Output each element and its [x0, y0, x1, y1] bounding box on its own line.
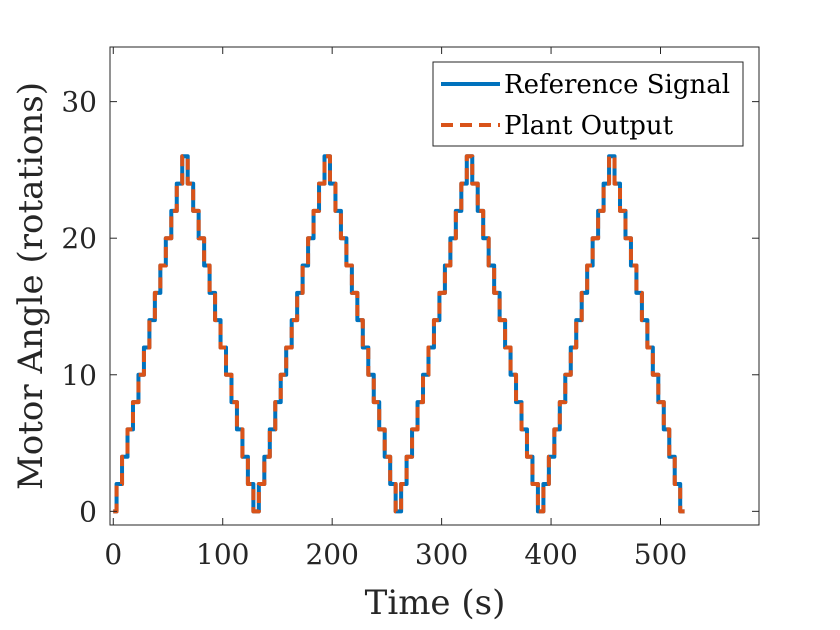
x-tick-label: 100 [196, 538, 249, 571]
axis-ticks: 0 100 200 300 400 500 0 10 20 30 [61, 47, 759, 571]
plot-area [113, 154, 685, 514]
x-tick-label: 200 [305, 538, 358, 571]
x-tick-label: 500 [634, 538, 687, 571]
series-line-plant-output [113, 154, 685, 514]
x-axis-label: Time (s) [365, 583, 506, 623]
legend-label-reference-signal: Reference Signal [504, 70, 730, 100]
legend-box [432, 61, 744, 147]
x-tick-label: 400 [524, 538, 577, 571]
y-tick-label: 20 [61, 222, 97, 255]
axes-box [109, 46, 760, 526]
y-tick-label: 30 [61, 86, 97, 119]
y-axis-label: Motor Angle (rotations) [11, 82, 51, 490]
x-tick-label: 300 [415, 538, 468, 571]
legend: Reference Signal Plant Output [432, 61, 744, 147]
y-tick-label: 10 [61, 359, 97, 392]
y-tick-label: 0 [79, 495, 97, 528]
x-tick-label: 0 [104, 538, 122, 571]
legend-label-plant-output: Plant Output [504, 111, 674, 141]
